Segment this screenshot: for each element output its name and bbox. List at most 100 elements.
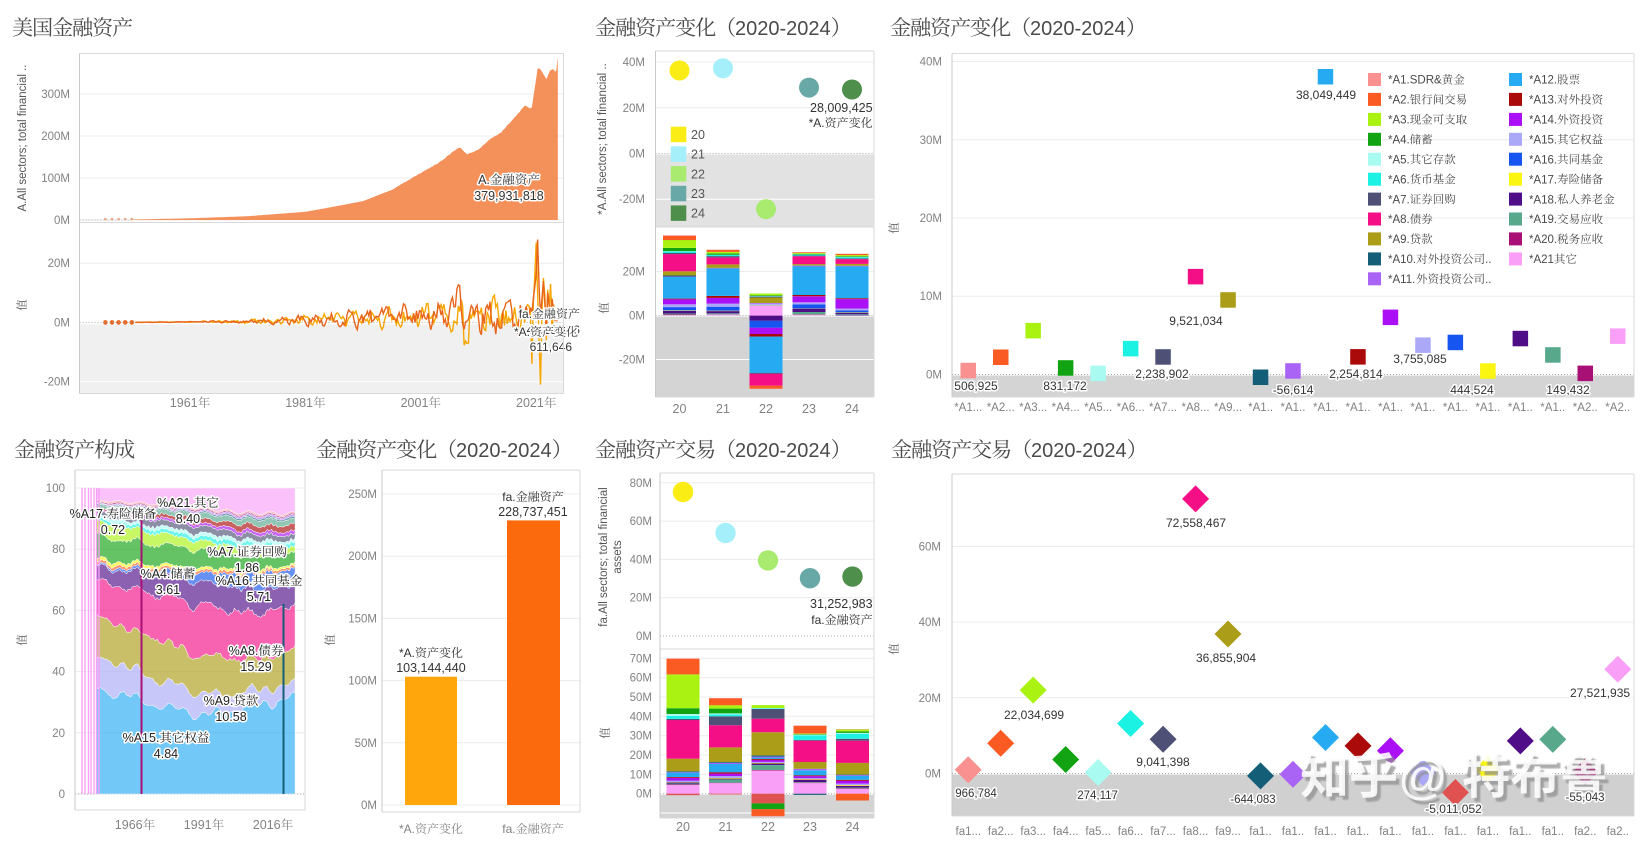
svg-text:fa1..: fa1.. [1282,826,1304,838]
svg-text:@: @ [1398,751,1448,805]
svg-text:*A2.: *A2. [1388,95,1410,107]
svg-text:*A18.: *A18. [1529,194,1557,206]
svg-text:40M: 40M [920,57,942,69]
svg-text:*A.: *A. [809,116,825,130]
svg-text:*A16.: *A16. [1529,154,1557,166]
svg-text:1966: 1966 [115,818,143,832]
svg-text:0M: 0M [629,149,645,161]
svg-text:fa.All sectors; total financia: fa.All sectors; total financial [598,487,610,626]
svg-text:fa3...: fa3... [1020,826,1046,838]
svg-text:2,238,902: 2,238,902 [1135,367,1189,381]
svg-text:21: 21 [691,148,705,162]
svg-text:22,034,699: 22,034,699 [1004,708,1064,722]
svg-text:20M: 20M [630,750,652,762]
svg-text:274,117: 274,117 [1077,790,1118,802]
svg-text:2016: 2016 [253,818,281,832]
svg-text:60M: 60M [630,516,652,528]
svg-text:2020-2024: 2020-2024 [735,440,831,462]
svg-text:2001: 2001 [401,396,429,410]
svg-text:*A15.: *A15. [1529,135,1557,147]
svg-text:20: 20 [673,402,687,416]
svg-text:20: 20 [52,728,65,740]
svg-text:*A1..: *A1.. [1346,402,1371,414]
svg-text:20M: 20M [623,267,645,279]
svg-text:3,755,085: 3,755,085 [1393,352,1447,366]
svg-text:fa1..: fa1.. [1347,826,1369,838]
svg-text:*A.: *A. [399,646,415,660]
svg-text:60M: 60M [630,673,652,685]
svg-text:20M: 20M [630,593,652,605]
svg-text:200M: 200M [41,131,70,143]
svg-text:*A1..: *A1.. [1540,402,1565,414]
svg-text:40: 40 [52,667,65,679]
svg-text:1991: 1991 [184,818,212,832]
svg-text:31,252,983: 31,252,983 [810,597,873,611]
svg-text:150M: 150M [348,613,377,625]
svg-text:%A9.: %A9. [204,694,234,708]
svg-text:10M: 10M [630,769,652,781]
svg-text:-20M: -20M [44,377,70,389]
svg-text:80M: 80M [630,478,652,490]
svg-text:4.84: 4.84 [154,747,178,761]
svg-text:15.29: 15.29 [240,660,271,674]
svg-text:fa5...: fa5... [1085,826,1111,838]
svg-text:80: 80 [52,544,65,556]
svg-text:-644,083: -644,083 [1230,794,1275,806]
svg-text:*A7...: *A7... [1149,402,1177,414]
svg-text:*A21: *A21 [1529,254,1554,266]
svg-text:*A.: *A. [399,822,415,836]
svg-text:23: 23 [803,820,817,834]
svg-text:-56,614: -56,614 [1273,383,1314,397]
svg-text:20M: 20M [919,693,941,705]
svg-text:*A2...: *A2... [987,402,1015,414]
svg-text:A.: A. [478,173,490,187]
svg-text:0M: 0M [361,800,377,812]
svg-text:*A.: *A. [514,325,530,339]
svg-text:40M: 40M [630,554,652,566]
svg-text:*A8.: *A8. [1388,214,1410,226]
svg-text:72,558,467: 72,558,467 [1166,516,1226,530]
svg-text:*A1..: *A1.. [1410,402,1435,414]
svg-text:*A3.: *A3. [1388,115,1410,127]
svg-text:*A19.: *A19. [1529,214,1557,226]
svg-text:2020-2024: 2020-2024 [456,440,552,462]
svg-text:fa.: fa. [519,307,532,321]
svg-text:20M: 20M [623,103,645,115]
svg-text:40M: 40M [919,617,941,629]
svg-text:0M: 0M [54,215,70,227]
svg-text:2021: 2021 [516,396,544,410]
svg-text:*A12.: *A12. [1529,75,1557,87]
svg-text:0M: 0M [54,317,70,329]
svg-text:A.All sectors; total financial: A.All sectors; total financial .. [17,64,29,211]
svg-text:*A1..: *A1.. [1281,402,1306,414]
svg-text:*A1..: *A1.. [1443,402,1468,414]
svg-text:40M: 40M [630,711,652,723]
svg-text:8.40: 8.40 [176,512,200,526]
svg-text:fa1..: fa1.. [1477,826,1499,838]
svg-text:fa2..: fa2.. [1574,826,1596,838]
svg-text:103,144,440: 103,144,440 [396,661,466,675]
svg-text:40M: 40M [623,57,645,69]
svg-text:*A1.SDR&: *A1.SDR& [1388,75,1442,87]
svg-text:2,254,814: 2,254,814 [1329,367,1383,381]
svg-text:100M: 100M [41,173,70,185]
svg-text:*A10.: *A10. [1388,254,1416,266]
svg-text:*A6...: *A6... [1117,402,1145,414]
svg-text:*A1...: *A1... [954,402,982,414]
svg-text:*A3...: *A3... [1019,402,1047,414]
svg-text:-55,043: -55,043 [1566,792,1605,804]
svg-text:fa.: fa. [502,822,515,836]
svg-text:fa1..: fa1.. [1509,826,1531,838]
svg-text:fa8...: fa8... [1183,826,1209,838]
svg-text:70M: 70M [630,653,652,665]
svg-text:assets: assets [612,540,624,573]
svg-text:*A20.: *A20. [1529,234,1557,246]
svg-text:*A1..: *A1.. [1248,402,1273,414]
svg-text:*A6.: *A6. [1388,174,1410,186]
svg-text:2020-2024: 2020-2024 [735,18,831,40]
svg-text:2020-2024: 2020-2024 [1031,440,1127,462]
svg-text:fa1..: fa1.. [1379,826,1401,838]
svg-text:-20M: -20M [619,355,645,367]
svg-text:24: 24 [845,402,859,416]
svg-text:*A11.: *A11. [1388,274,1415,286]
